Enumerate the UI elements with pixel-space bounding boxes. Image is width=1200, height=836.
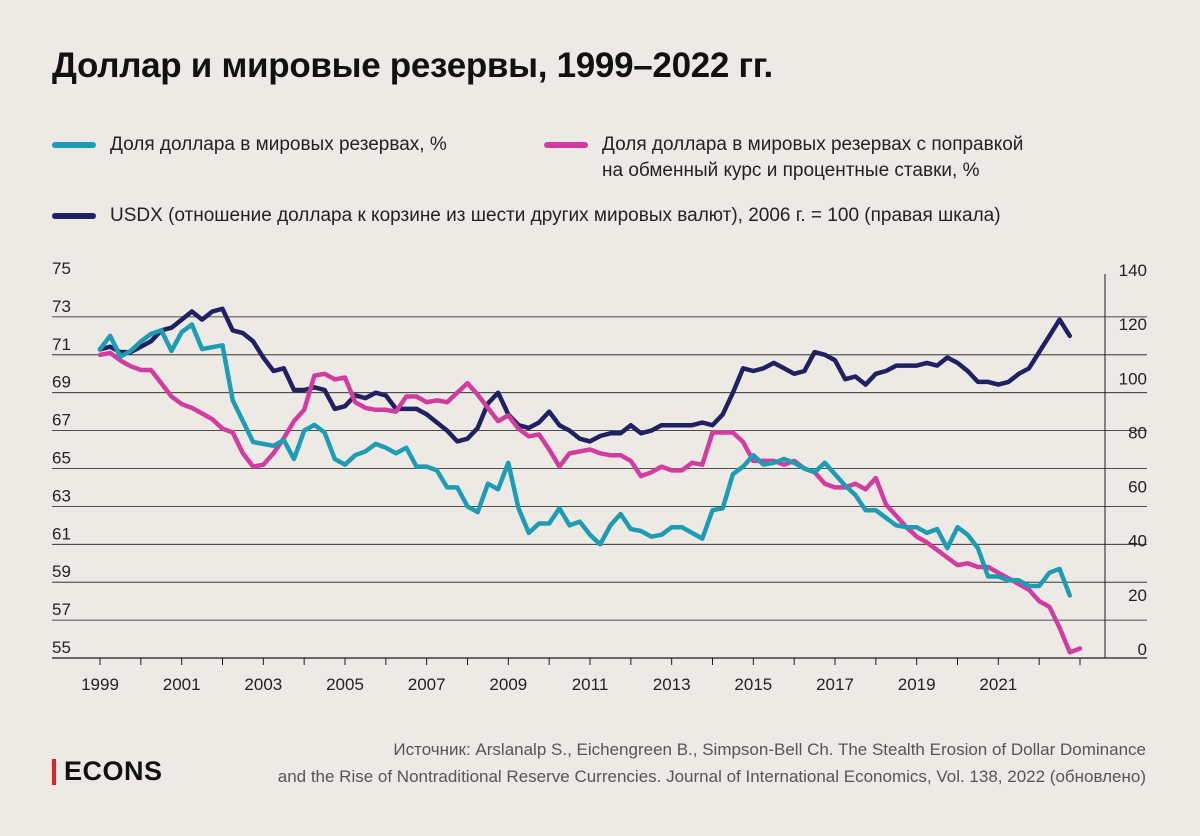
legend-swatch-usdx — [52, 213, 96, 219]
legend-label-share: Доля доллара в мировых резервах, % — [110, 132, 447, 158]
chart-title: Доллар и мировые резервы, 1999–2022 гг. — [52, 46, 773, 85]
right-axis-tick-label: 140 — [1119, 261, 1147, 280]
legend-item-share: Доля доллара в мировых резервах, % — [52, 132, 447, 158]
series-line-share — [97, 322, 1073, 598]
left-axis-labels: 75 73 71 69 67 65 63 61 59 57 55 — [52, 259, 71, 657]
x-axis-tick-label: 2015 — [734, 675, 772, 694]
left-axis-tick-label: 73 — [52, 297, 71, 316]
right-axis-tick-label: 40 — [1128, 532, 1147, 551]
x-axis-tick-label: 2011 — [572, 675, 609, 694]
x-axis-tick-label: 2007 — [408, 675, 446, 694]
right-axis-tick-label: 100 — [1119, 369, 1147, 388]
left-axis-tick-label: 63 — [52, 486, 71, 505]
x-axis-tick-label: 2003 — [244, 675, 282, 694]
legend-item-adjusted: Доля доллара в мировых резервах с поправ… — [544, 132, 1023, 184]
left-axis-tick-label: 55 — [52, 638, 71, 657]
legend-label-usdx: USDX (отношение доллара к корзине из шес… — [110, 203, 1001, 229]
source-line-1: Источник: Arslanalp S., Eichengreen B., … — [393, 740, 1146, 759]
legend-label-adjusted-line-2: на обменный курс и процентные ставки, % — [602, 160, 980, 181]
line-chart: 75 73 71 69 67 65 63 61 59 57 55 140 120 100 80 60 40 20… — [52, 259, 1147, 694]
brand-accent-bar — [52, 758, 56, 785]
legend-item-usdx: USDX (отношение доллара к корзине из шес… — [52, 203, 1001, 229]
right-axis-tick-label: 60 — [1128, 478, 1147, 497]
legend-label-adjusted: Доля доллара в мировых резервах с поправ… — [602, 132, 1023, 184]
x-axis-tick-label: 2017 — [816, 675, 854, 694]
x-axis-tick-label: 2019 — [898, 675, 936, 694]
left-axis-tick-label: 65 — [52, 449, 71, 468]
right-axis-labels: 140 120 100 80 60 40 20 0 — [1119, 261, 1147, 659]
series-line-adjusted — [97, 350, 1083, 655]
brand-name: ECONS — [64, 756, 163, 786]
left-axis-tick-label: 67 — [52, 411, 71, 430]
gridlines — [52, 316, 1147, 659]
legend-label-share-line: Доля доллара в мировых резервах, % — [110, 134, 447, 155]
left-axis-tick-label: 75 — [52, 259, 71, 278]
x-axis-tick-label: 2009 — [489, 675, 527, 694]
legend-swatch-adjusted — [544, 142, 588, 148]
left-axis-tick-label: 57 — [52, 600, 71, 619]
brand-logo: ECONS — [52, 756, 163, 787]
x-axis-tick-label: 2001 — [163, 675, 201, 694]
left-axis-tick-label: 61 — [52, 524, 71, 543]
right-axis-tick-label: 20 — [1128, 586, 1147, 605]
x-axis-tick-label: 2021 — [979, 675, 1017, 694]
source-note: Источник: Arslanalp S., Eichengreen B., … — [246, 736, 1146, 790]
x-axis-tick-label: 2005 — [326, 675, 364, 694]
legend-label-adjusted-line-1: Доля доллара в мировых резервах с поправ… — [602, 134, 1024, 155]
x-axis: 1999 2001 2003 2005 2007 2009 2011 2013 2015 2017… — [52, 274, 1147, 694]
x-axis-tick-label: 2013 — [653, 675, 691, 694]
right-axis-tick-label: 0 — [1138, 640, 1147, 659]
series-line-usdx — [97, 306, 1073, 444]
x-axis-tick-label: 1999 — [81, 675, 119, 694]
left-axis-tick-label: 71 — [52, 335, 71, 354]
source-line-2: and the Rise of Nontraditional Reserve C… — [277, 767, 1146, 786]
left-axis-tick-label: 59 — [52, 562, 71, 581]
legend-label-usdx-line: USDX (отношение доллара к корзине из шес… — [110, 205, 1001, 226]
right-axis-tick-label: 120 — [1119, 315, 1147, 334]
data-series — [97, 306, 1083, 655]
right-axis-tick-label: 80 — [1128, 423, 1147, 442]
legend-swatch-share — [52, 142, 96, 148]
left-axis-tick-label: 69 — [52, 373, 71, 392]
